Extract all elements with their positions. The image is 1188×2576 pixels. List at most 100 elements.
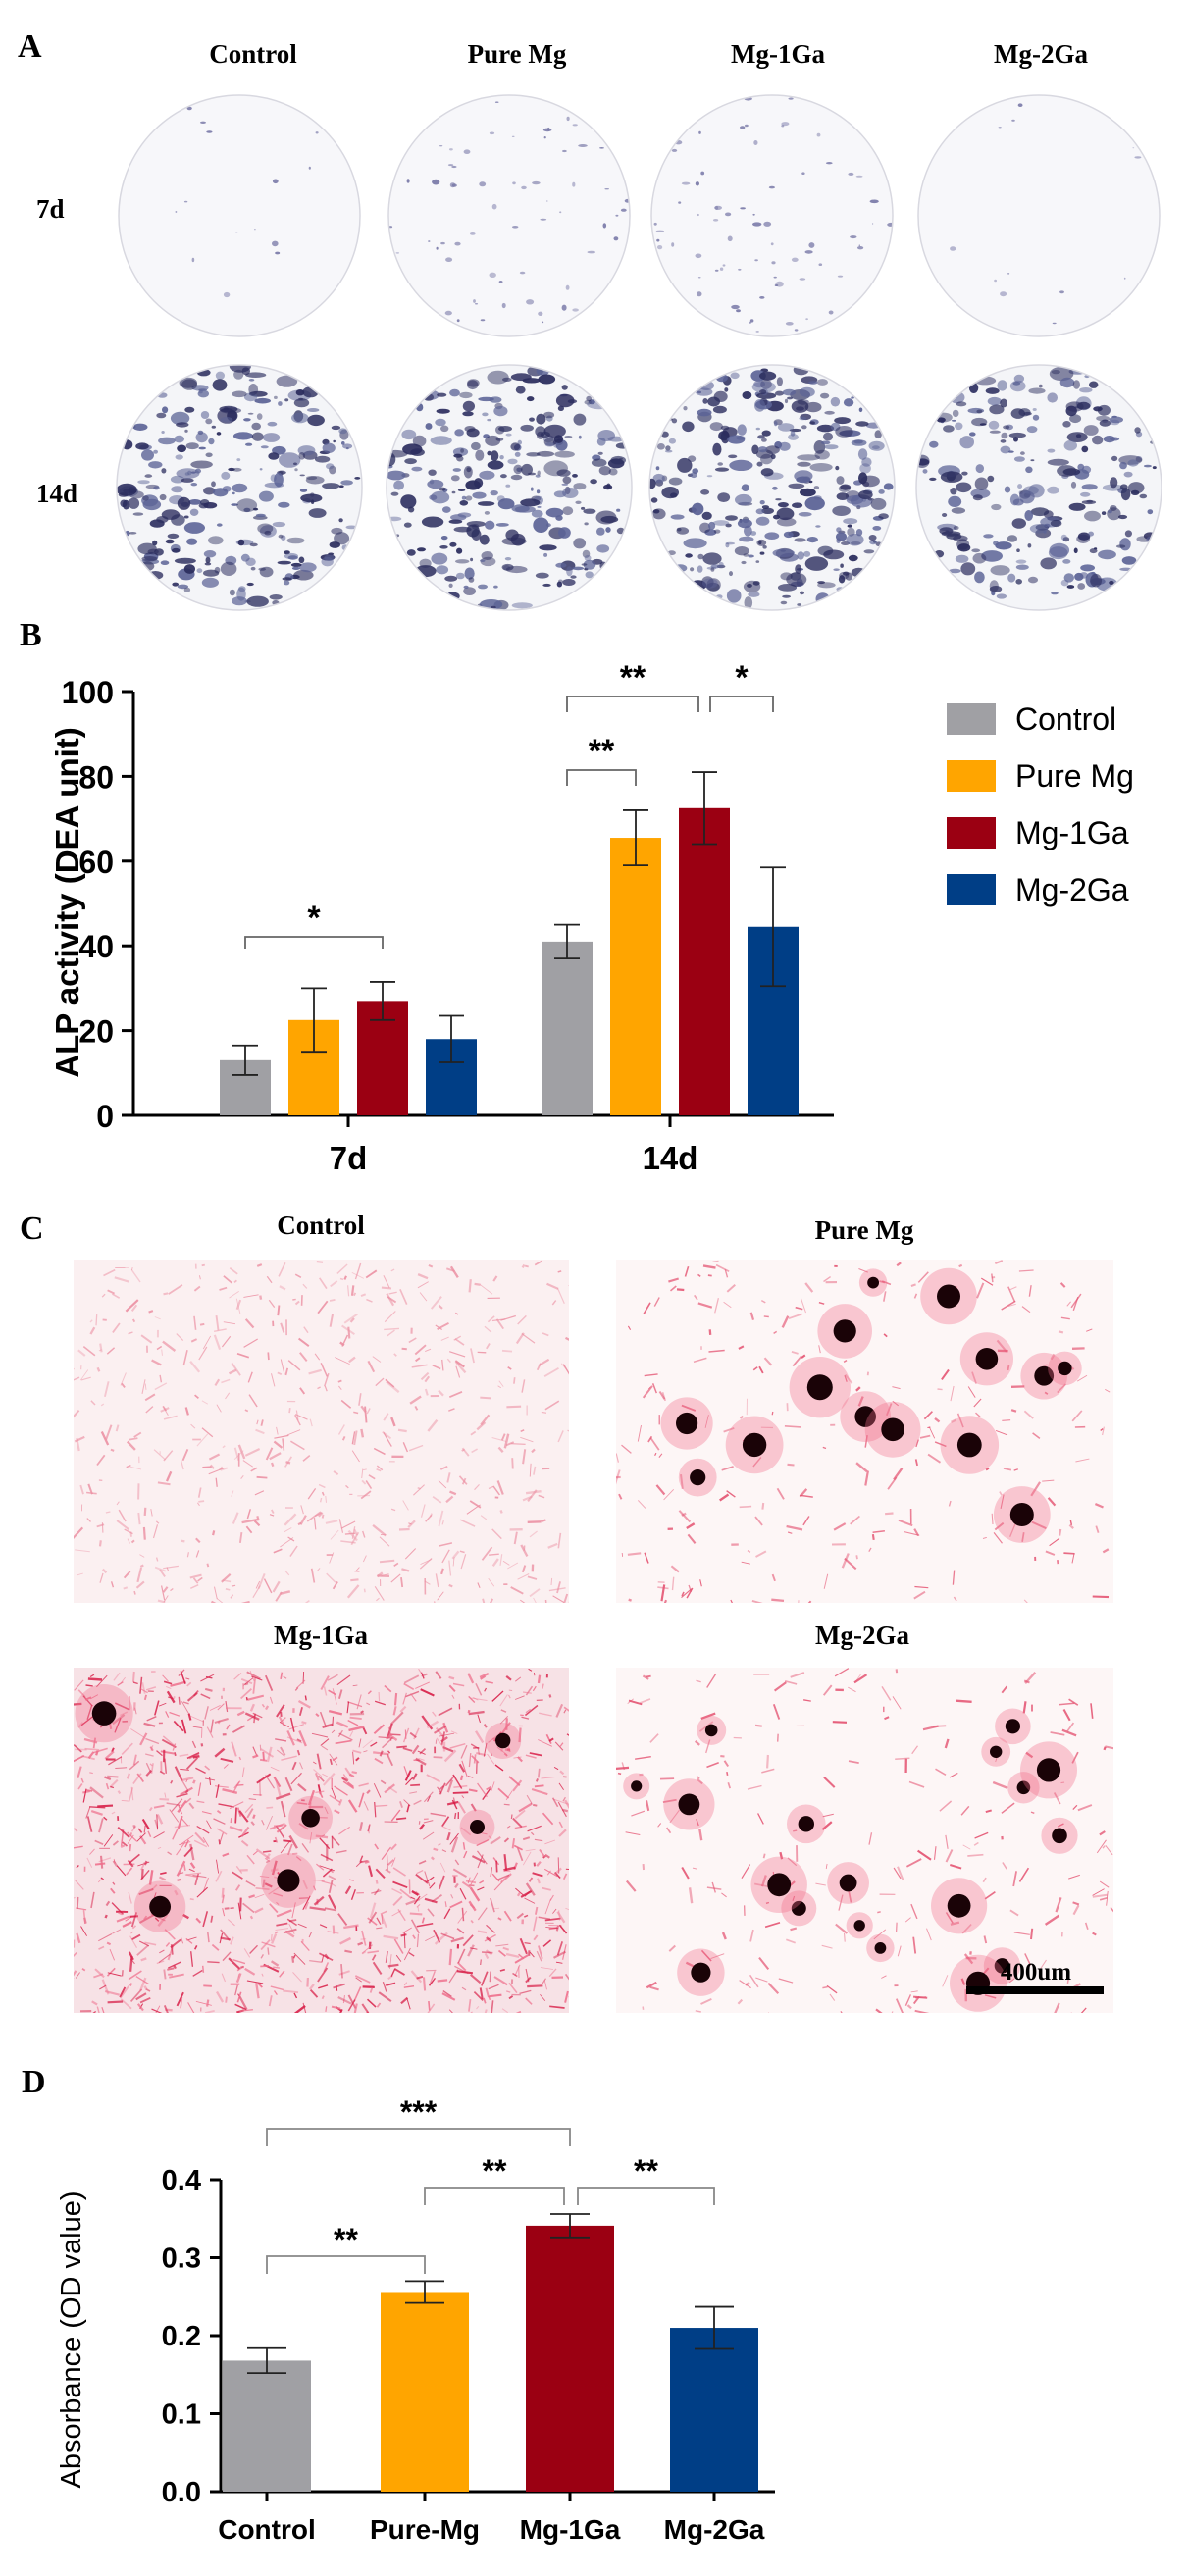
stain-fiber	[500, 1873, 512, 1883]
stain-fiber	[507, 1562, 519, 1570]
stain-fiber	[334, 1785, 348, 1796]
stain-spot	[757, 446, 768, 453]
stain-fiber	[207, 1932, 210, 1943]
stain-fiber	[892, 1696, 902, 1710]
stain-fiber	[261, 1941, 276, 1948]
stain-fiber	[243, 1294, 259, 1298]
stain-fiber	[883, 1333, 888, 1338]
stain-fiber	[361, 1479, 367, 1485]
stain-spot	[1007, 573, 1016, 583]
stain-spot	[788, 483, 805, 489]
stain-fiber	[455, 1365, 461, 1378]
stain-fiber	[1002, 1419, 1011, 1421]
stain-fiber	[424, 1897, 438, 1904]
stain-fiber	[712, 1260, 719, 1262]
stain-fiber	[459, 1519, 476, 1527]
stain-spot	[478, 584, 488, 590]
stain-fiber	[280, 1672, 284, 1680]
stain-fiber	[477, 1748, 480, 1755]
stain-fiber	[366, 1702, 371, 1706]
stain-fiber	[489, 1553, 499, 1556]
stain-fiber	[126, 1867, 133, 1876]
stain-fiber	[548, 1968, 557, 1978]
stain-fiber	[961, 1924, 972, 1934]
stain-fiber	[181, 1701, 190, 1716]
stain-fiber	[168, 1961, 181, 1969]
stain-fiber	[884, 1716, 890, 1721]
stain-fiber	[637, 1425, 642, 1442]
well-mg-2ga-7d	[918, 95, 1160, 336]
stain-spot	[1080, 491, 1091, 497]
stain-fiber	[1095, 1525, 1100, 1533]
stain-fiber	[230, 1936, 234, 1945]
stain-fiber	[443, 1749, 457, 1763]
micrograph-control	[74, 1260, 569, 1603]
stain-spot	[706, 475, 713, 478]
stain-fiber	[98, 1945, 105, 1950]
stain-spot	[697, 213, 699, 217]
stain-fiber	[288, 1724, 304, 1730]
stain-fiber	[473, 1754, 477, 1764]
stain-fiber	[802, 1699, 811, 1702]
stain-spot	[1000, 291, 1007, 297]
stain-spot	[791, 257, 799, 262]
stain-fiber	[253, 1520, 261, 1527]
stain-fiber	[106, 1941, 112, 1946]
stain-fiber	[567, 1429, 569, 1432]
stain-fiber	[758, 1956, 770, 1971]
stain-fiber	[322, 1723, 334, 1728]
stain-fiber	[505, 1675, 512, 1681]
stain-fiber	[154, 1566, 167, 1572]
stain-fiber	[616, 1475, 621, 1479]
stain-fiber	[309, 1988, 319, 1998]
stain-fiber	[304, 1695, 307, 1701]
stain-fiber	[939, 1800, 953, 1812]
stain-spot	[1015, 559, 1027, 564]
stain-spot	[495, 425, 505, 435]
stain-fiber	[536, 1950, 542, 1962]
stain-fiber	[565, 1907, 569, 1911]
stain-spot	[823, 549, 845, 560]
stain-spot	[558, 579, 563, 584]
stain-fiber	[453, 1335, 462, 1341]
stain-fiber	[649, 1733, 659, 1743]
stain-fiber	[187, 1713, 192, 1721]
stain-fiber	[130, 1912, 138, 1928]
stain-spot	[432, 179, 440, 185]
stain-fiber	[351, 1271, 365, 1279]
stain-fiber	[340, 1540, 356, 1544]
stain-fiber	[834, 1668, 850, 1677]
stain-fiber	[216, 1809, 222, 1814]
stain-fiber	[295, 1856, 302, 1862]
stain-spot	[562, 488, 579, 498]
stain-fiber	[74, 1679, 84, 1691]
stain-spot	[590, 479, 597, 485]
stain-spot	[203, 487, 216, 495]
stain-fiber	[393, 1562, 399, 1567]
stain-fiber	[533, 1672, 536, 1676]
stain-fiber	[1068, 1523, 1074, 1529]
stain-fiber	[470, 1743, 480, 1750]
stain-fiber	[454, 1882, 459, 1889]
stain-fiber	[89, 1694, 99, 1700]
stain-fiber	[319, 1711, 328, 1727]
bar-pure-mg	[381, 2292, 469, 2492]
panel-c-label-pure-mg: Pure Mg	[815, 1215, 914, 1245]
stain-fiber	[98, 1933, 113, 1942]
stain-fiber	[215, 1314, 220, 1331]
stain-fiber	[1057, 1559, 1059, 1565]
stain-spot	[562, 506, 574, 516]
stain-fiber	[151, 2008, 163, 2013]
stain-spot	[948, 495, 962, 507]
stain-fiber	[121, 1970, 124, 1977]
stain-fiber	[1060, 1781, 1065, 1784]
stain-fiber	[143, 1507, 147, 1516]
stain-fiber	[241, 1767, 245, 1777]
stain-fiber	[278, 1262, 286, 1277]
stain-fiber	[427, 2003, 436, 2013]
stain-fiber	[676, 1288, 685, 1292]
stain-fiber	[533, 1934, 539, 1941]
stain-fiber	[640, 1698, 651, 1704]
